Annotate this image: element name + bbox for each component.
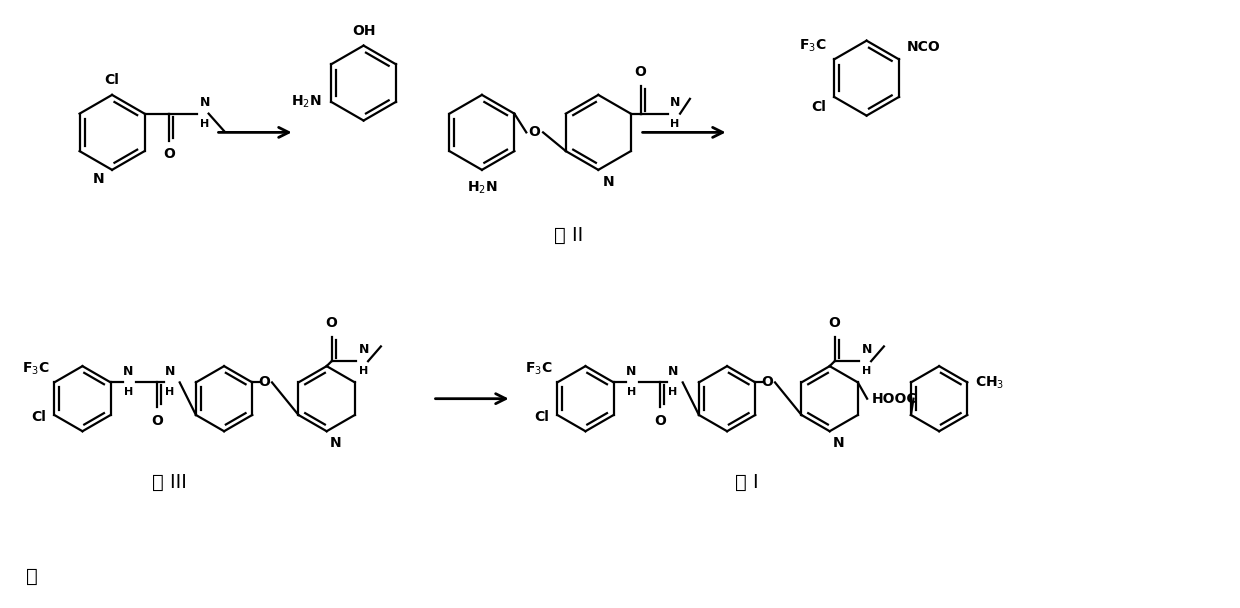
Text: N: N (626, 365, 636, 378)
Text: F$_3$C: F$_3$C (22, 361, 50, 378)
Text: N: N (93, 172, 104, 186)
Text: O: O (164, 147, 175, 161)
Text: 式 I: 式 I (735, 472, 759, 492)
Text: 式 III: 式 III (153, 472, 187, 492)
Text: 式 II: 式 II (554, 226, 583, 245)
Text: N: N (123, 365, 134, 378)
Text: O: O (828, 316, 841, 330)
Text: O: O (635, 65, 646, 79)
Text: N: N (832, 436, 844, 450)
Text: O: O (151, 414, 162, 428)
Text: N: N (330, 436, 341, 450)
Text: O: O (258, 375, 270, 389)
Text: OH: OH (352, 24, 376, 38)
Text: F$_3$C: F$_3$C (525, 361, 552, 378)
Text: H: H (668, 387, 677, 398)
Text: N: N (603, 174, 615, 189)
Text: N: N (667, 365, 678, 378)
Text: H$_2$N: H$_2$N (290, 94, 321, 110)
Text: O: O (326, 316, 337, 330)
Text: O: O (653, 414, 666, 428)
Text: N: N (862, 344, 873, 356)
Text: H: H (124, 387, 133, 398)
Text: H: H (626, 387, 636, 398)
Text: H: H (360, 366, 368, 376)
Text: F$_3$C: F$_3$C (799, 38, 826, 55)
Text: CH$_3$: CH$_3$ (975, 374, 1004, 390)
Text: H$_2$N: H$_2$N (466, 180, 497, 196)
Text: H: H (165, 387, 175, 398)
Text: Cl: Cl (104, 73, 119, 87)
Text: H: H (862, 366, 872, 376)
Text: N: N (670, 95, 681, 109)
Text: O: O (528, 125, 541, 139)
Text: N: N (360, 344, 370, 356)
Text: N: N (165, 365, 175, 378)
Text: HOOC: HOOC (872, 392, 918, 406)
Text: Cl: Cl (31, 410, 46, 424)
Text: Cl: Cl (811, 100, 826, 114)
Text: N: N (200, 95, 210, 109)
Text: H: H (670, 119, 680, 128)
Text: Cl: Cl (534, 410, 549, 424)
Text: NCO: NCO (906, 41, 941, 55)
Text: O: O (761, 375, 773, 389)
Text: H: H (200, 119, 210, 128)
Text: 。: 。 (26, 567, 38, 586)
